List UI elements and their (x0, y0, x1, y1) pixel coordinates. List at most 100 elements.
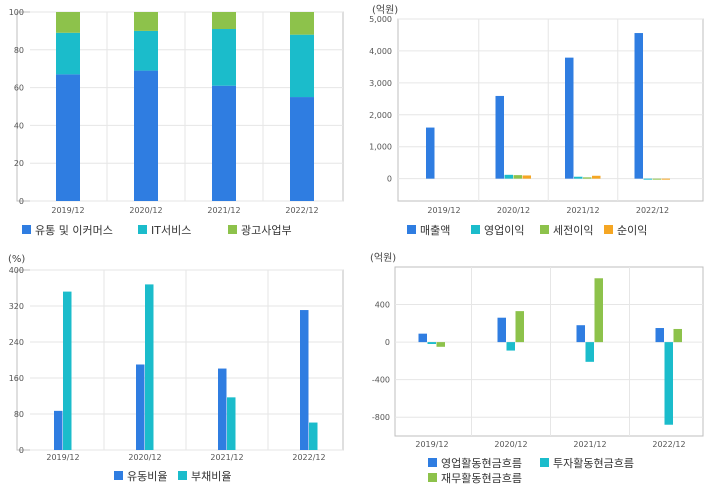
bar-세전이익-2021-12 (583, 177, 592, 179)
legend-label-영업이익: 영업이익 (484, 224, 524, 237)
y-tick-label: 160 (9, 374, 24, 383)
y-tick-label: 320 (9, 302, 24, 311)
bar-영업이익-2021-12 (574, 176, 583, 179)
bar-it서비스-2022-12 (290, 34, 314, 98)
bar-영업활동현금흐름-2022-12 (655, 328, 664, 343)
y-tick-label: -800 (372, 413, 390, 422)
y-tick-label: 0 (385, 338, 390, 347)
bar-it서비스-2019-12 (56, 32, 80, 75)
y-tick-label: 400 (9, 266, 24, 275)
legend-label-유통-및-이커머스: 유통 및 이커머스 (35, 224, 113, 237)
x-tick-label: 2021/12 (566, 206, 599, 215)
bar-매출액-2019-12 (426, 127, 435, 179)
x-tick-label: 2021/12 (210, 453, 243, 462)
income-chart: (억원) 0 1,000 2,000 3,000 4,000 5,000 2019/12 20… (369, 4, 704, 237)
bar-유통-및-이커머스-2019-12 (56, 74, 80, 201)
legend-label-광고사업부: 광고사업부 (241, 224, 292, 237)
bar-부채비율-2021-12 (227, 397, 236, 450)
y-tick-label: 0 (19, 446, 24, 455)
bar-유동비율-2022-12 (300, 310, 309, 450)
x-tick-label: 2021/12 (573, 440, 606, 449)
bar-유통-및-이커머스-2020-12 (134, 70, 158, 201)
ratios-chart: (%) 0 80 160 240 320 400 2019/12 2020/12 2021/12… (8, 254, 344, 483)
bar-재무활동현금흐름-2020-12 (515, 311, 524, 343)
bar-매출액-2021-12 (565, 57, 574, 179)
bar-부채비율-2019-12 (63, 291, 72, 450)
bar-투자활동현금흐름-2019-12 (427, 342, 436, 344)
y-tick-label: 4,000 (369, 47, 392, 56)
cashflow-unit-label: (억원) (370, 252, 396, 264)
y-tick-label: 40 (14, 121, 24, 130)
y-tick-label: 5,000 (369, 15, 392, 24)
y-tick-label: 80 (14, 46, 24, 55)
x-tick-label: 2020/12 (494, 440, 527, 449)
y-tick-label: 0 (19, 197, 24, 206)
x-tick-label: 2019/12 (46, 453, 79, 462)
legend-label-매출액: 매출액 (420, 224, 450, 237)
bar-세전이익-2020-12 (513, 175, 522, 179)
bar-it서비스-2020-12 (134, 30, 158, 71)
legend-label-부채비율: 부채비율 (191, 470, 231, 483)
x-tick-label: 2019/12 (51, 206, 84, 215)
bar-투자활동현금흐름-2021-12 (585, 342, 594, 362)
bar-광고사업부-2022-12 (290, 12, 314, 35)
x-tick-label: 2021/12 (207, 206, 240, 215)
revenue-mix-chart: 0 20 40 60 80 100 2019/12 2020/12 2021/12 2022/12… (9, 8, 344, 237)
x-tick-label: 2019/12 (415, 440, 448, 449)
legend-swatch-유동비율 (114, 471, 123, 480)
bar-영업활동현금흐름-2020-12 (497, 317, 506, 343)
bar-순이익-2022-12 (661, 178, 670, 180)
legend-swatch-매출액 (407, 225, 416, 234)
y-tick-label: 400 (375, 301, 390, 310)
bar-매출액-2022-12 (634, 33, 643, 179)
legend-swatch-it서비스 (138, 225, 147, 234)
bar-부채비율-2022-12 (309, 422, 318, 450)
y-tick-label: 2,000 (369, 111, 392, 120)
y-tick-label: 0 (387, 175, 392, 184)
legend-label-it서비스: IT서비스 (151, 224, 191, 237)
legend-swatch-세전이익 (540, 225, 549, 234)
legend-label-재무활동현금흐름: 재무활동현금흐름 (441, 471, 522, 485)
bar-유동비율-2019-12 (54, 410, 63, 450)
bar-영업이익-2022-12 (643, 178, 652, 180)
bar-재무활동현금흐름-2019-12 (436, 342, 445, 347)
legend-swatch-영업이익 (471, 225, 480, 234)
x-tick-label: 2020/12 (497, 206, 530, 215)
y-tick-label: 240 (9, 338, 24, 347)
bar-순이익-2021-12 (592, 175, 601, 179)
x-tick-label: 2022/12 (292, 453, 325, 462)
x-tick-label: 2019/12 (427, 206, 460, 215)
legend-label-유동비율: 유동비율 (127, 470, 167, 483)
y-tick-label: 1,000 (369, 143, 392, 152)
legend-label-세전이익: 세전이익 (553, 224, 593, 237)
x-tick-label: 2022/12 (636, 206, 669, 215)
cashflow-chart: (억원) -800 -400 0 400 2019/12 2020/12 2021/12 20… (370, 252, 704, 485)
bar-it서비스-2021-12 (212, 29, 236, 86)
x-tick-label: 2020/12 (128, 453, 161, 462)
bar-유통-및-이커머스-2021-12 (212, 85, 236, 201)
bar-유통-및-이커머스-2022-12 (290, 97, 314, 201)
legend-swatch-영업활동현금흐름 (428, 458, 437, 467)
legend-swatch-재무활동현금흐름 (428, 473, 437, 482)
bar-세전이익-2022-12 (652, 178, 661, 180)
y-tick-label: 60 (14, 84, 24, 93)
income-unit-label: (억원) (372, 4, 398, 16)
cashflow-frame (394, 266, 704, 437)
bar-유동비율-2020-12 (136, 364, 145, 450)
y-tick-label: 80 (14, 410, 24, 419)
x-tick-label: 2022/12 (285, 206, 318, 215)
bar-광고사업부-2020-12 (134, 12, 158, 31)
bar-유동비율-2021-12 (218, 368, 227, 450)
legend-label-영업활동현금흐름: 영업활동현금흐름 (441, 456, 522, 470)
legend-swatch-유통-및-이커머스 (22, 225, 31, 234)
x-tick-label: 2022/12 (652, 440, 685, 449)
y-tick-label: 20 (14, 159, 24, 168)
bar-재무활동현금흐름-2022-12 (673, 328, 682, 343)
legend-label-투자활동현금흐름: 투자활동현금흐름 (553, 456, 634, 470)
bar-투자활동현금흐름-2020-12 (506, 342, 515, 351)
y-tick-label: 3,000 (369, 79, 392, 88)
bar-투자활동현금흐름-2022-12 (664, 342, 673, 425)
bar-광고사업부-2019-12 (56, 12, 80, 33)
bar-부채비율-2020-12 (145, 284, 154, 450)
